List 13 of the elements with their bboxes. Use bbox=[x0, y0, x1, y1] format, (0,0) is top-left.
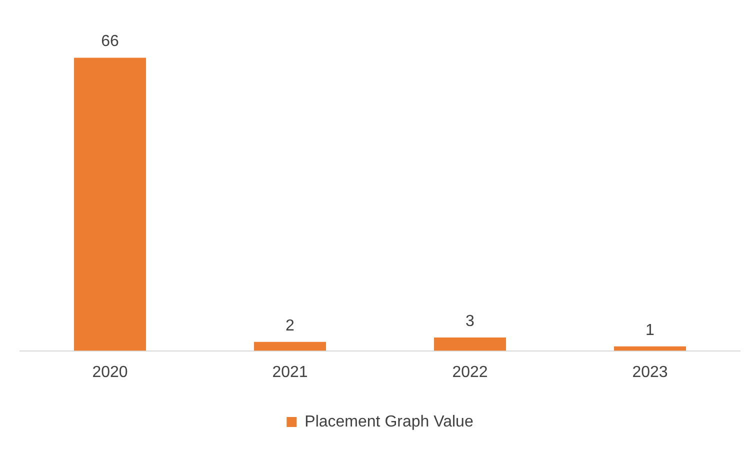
x-tick-label: 2021 bbox=[272, 364, 308, 381]
bar bbox=[434, 337, 506, 351]
legend-label: Placement Graph Value bbox=[304, 413, 474, 430]
data-label: 66 bbox=[101, 33, 119, 50]
bar bbox=[74, 58, 146, 351]
data-label: 3 bbox=[466, 312, 475, 330]
data-label: 1 bbox=[646, 322, 655, 339]
data-label: 2 bbox=[286, 317, 295, 334]
bar bbox=[254, 342, 326, 351]
x-tick-label: 2020 bbox=[92, 364, 128, 381]
bar bbox=[614, 346, 686, 351]
x-tick-label: 2023 bbox=[632, 364, 668, 381]
x-tick-label: 2022 bbox=[452, 364, 488, 381]
